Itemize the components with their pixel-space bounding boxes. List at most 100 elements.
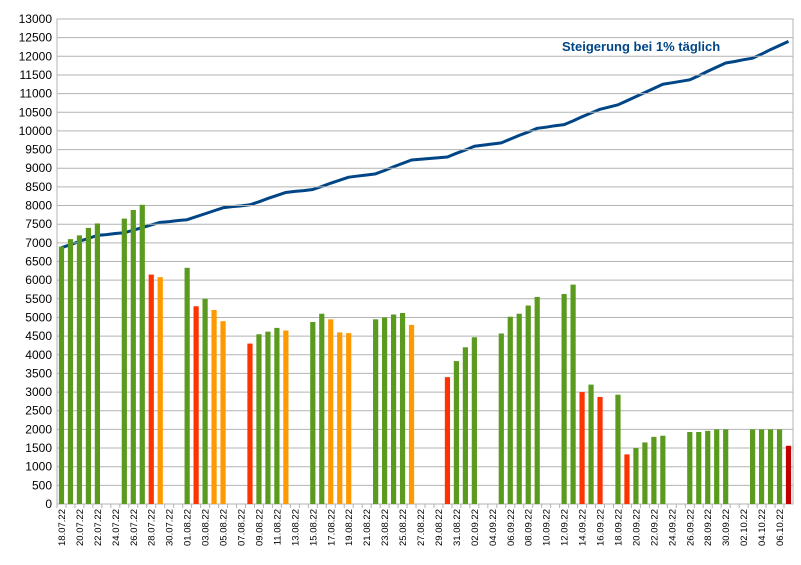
bar xyxy=(570,284,576,504)
bar xyxy=(471,337,477,504)
bar xyxy=(157,277,163,504)
bar xyxy=(337,332,343,504)
y-tick-label: 0 xyxy=(45,497,52,511)
bar xyxy=(525,305,531,504)
bar xyxy=(274,327,280,504)
x-tick-label: 22.07.22 xyxy=(93,509,104,546)
x-tick-label: 31.08.22 xyxy=(452,509,463,546)
line-label: Steigerung bei 1% täglich xyxy=(562,39,720,54)
x-tick-label: 07.08.22 xyxy=(237,509,248,546)
y-tick-label: 5000 xyxy=(25,310,52,324)
bar xyxy=(193,306,199,504)
bar xyxy=(121,218,127,504)
x-tick-label: 20.07.22 xyxy=(75,509,86,546)
bar xyxy=(507,316,513,504)
bar xyxy=(498,333,504,504)
bar xyxy=(714,429,720,504)
y-tick-label: 8500 xyxy=(25,180,52,194)
bar xyxy=(534,296,540,504)
bar xyxy=(76,235,83,504)
x-tick-label: 17.08.22 xyxy=(326,509,337,546)
x-tick-label: 06.10.22 xyxy=(775,509,786,546)
y-tick-label: 7500 xyxy=(25,217,52,231)
bar xyxy=(220,321,226,504)
x-tick-label: 27.08.22 xyxy=(416,509,427,546)
bar xyxy=(202,298,208,504)
x-tick-label: 08.09.22 xyxy=(524,509,535,546)
bar xyxy=(85,227,92,504)
bar xyxy=(651,436,657,504)
bar xyxy=(642,442,648,504)
bar xyxy=(579,392,585,504)
y-tick-label: 2000 xyxy=(25,422,52,436)
x-tick-label: 01.08.22 xyxy=(183,509,194,546)
x-tick-label: 20.09.22 xyxy=(631,509,642,546)
x-tick-label: 10.09.22 xyxy=(542,509,553,546)
bar xyxy=(462,347,468,504)
x-tick-label: 30.07.22 xyxy=(165,509,176,546)
x-tick-label: 26.09.22 xyxy=(685,509,696,546)
bar xyxy=(597,396,603,504)
y-tick-label: 8000 xyxy=(25,199,52,213)
bar xyxy=(687,431,693,504)
x-tick-label: 18.07.22 xyxy=(57,509,68,546)
bar xyxy=(750,429,756,504)
y-tick-label: 3000 xyxy=(25,385,52,399)
bar xyxy=(633,448,639,504)
bar xyxy=(588,384,594,504)
bar xyxy=(399,312,406,504)
y-tick-label: 9000 xyxy=(25,161,52,175)
bar xyxy=(723,429,729,504)
x-tick-label: 18.09.22 xyxy=(613,509,624,546)
y-tick-label: 10000 xyxy=(19,124,53,138)
x-tick-label: 04.09.22 xyxy=(488,509,499,546)
x-tick-label: 02.09.22 xyxy=(470,509,481,546)
x-tick-label: 15.08.22 xyxy=(308,509,319,546)
bar xyxy=(373,319,379,504)
x-tick-label: 14.09.22 xyxy=(578,509,589,546)
bar xyxy=(139,204,145,505)
x-tick-label: 04.10.22 xyxy=(757,509,768,546)
y-tick-label: 7000 xyxy=(25,236,52,250)
bar xyxy=(67,239,74,504)
x-tick-label: 26.07.22 xyxy=(129,509,140,546)
y-tick-label: 4000 xyxy=(25,348,52,362)
bar xyxy=(624,454,630,504)
bar xyxy=(247,343,253,504)
bar xyxy=(561,293,567,504)
bar xyxy=(382,317,388,504)
y-tick-label: 1500 xyxy=(25,441,52,455)
bar xyxy=(184,267,190,504)
x-tick-label: 28.07.22 xyxy=(147,509,158,546)
bar xyxy=(256,334,262,504)
bar xyxy=(328,319,334,504)
x-tick-label: 29.08.22 xyxy=(434,509,445,546)
x-tick-label: 13.08.22 xyxy=(290,509,301,546)
bar xyxy=(94,223,100,504)
bar xyxy=(705,430,711,504)
x-tick-label: 24.07.22 xyxy=(111,509,122,546)
y-tick-label: 1000 xyxy=(25,460,52,474)
x-tick-label: 23.08.22 xyxy=(380,509,391,546)
x-tick-label: 24.09.22 xyxy=(667,509,678,546)
x-tick-label: 16.09.22 xyxy=(596,509,607,546)
bar xyxy=(758,429,765,504)
bar xyxy=(516,313,522,504)
y-tick-label: 9500 xyxy=(25,143,52,157)
bar xyxy=(58,246,65,505)
y-tick-label: 6500 xyxy=(25,255,52,269)
x-tick-label: 25.08.22 xyxy=(398,509,409,546)
bar xyxy=(615,394,621,504)
line xyxy=(61,40,790,250)
bar xyxy=(444,377,451,504)
bar xyxy=(148,274,154,504)
bar xyxy=(660,435,666,504)
bar xyxy=(408,324,415,504)
bar xyxy=(130,210,136,504)
x-tick-label: 19.08.22 xyxy=(344,509,355,546)
x-tick-label: 30.09.22 xyxy=(721,509,732,546)
bar xyxy=(319,313,325,504)
x-tick-label: 02.10.22 xyxy=(739,509,750,546)
x-tick-label: 09.08.22 xyxy=(254,509,265,546)
